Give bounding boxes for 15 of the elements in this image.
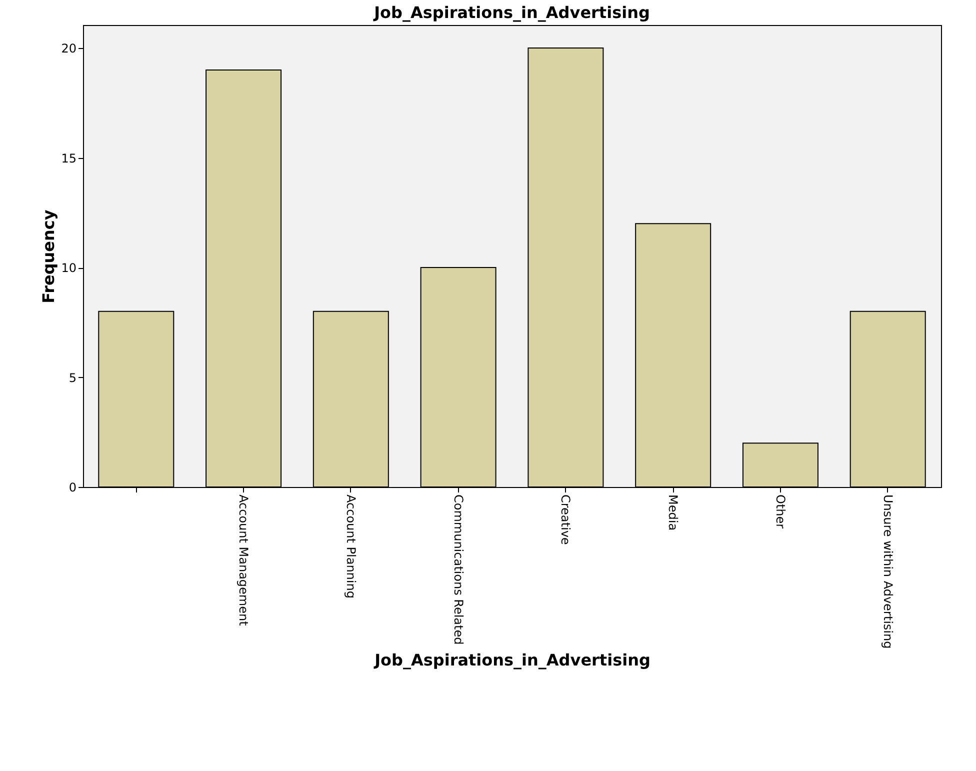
- y-axis-title: Frequency: [39, 209, 58, 304]
- x-tick-label: Communications Related: [451, 494, 466, 645]
- chart-title: Job_Aspirations_in_Advertising: [373, 3, 650, 22]
- y-tick-label: 20: [61, 42, 76, 56]
- y-tick-label: 15: [61, 151, 76, 166]
- x-tick-label: Account Management: [236, 494, 251, 626]
- x-tick-label: Media: [666, 494, 680, 531]
- y-tick-label: 0: [68, 480, 76, 494]
- x-axis-title: Job_Aspirations_in_Advertising: [374, 650, 650, 670]
- x-tick-label: Unsure within Advertising: [880, 494, 895, 649]
- y-tick-label: 10: [61, 261, 76, 276]
- x-tick-label: Creative: [558, 494, 573, 545]
- x-tick-label: Account Planning: [344, 494, 358, 598]
- y-tick-label: 5: [68, 370, 76, 385]
- x-tick-label: Other: [773, 494, 788, 529]
